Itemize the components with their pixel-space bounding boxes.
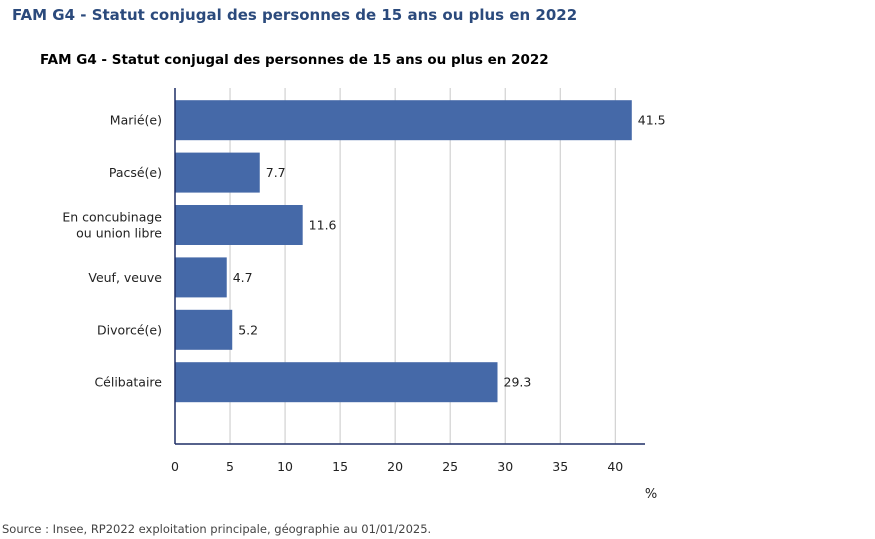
category-label: Marié(e) <box>110 113 162 128</box>
x-tick-label: 30 <box>497 459 513 474</box>
x-tick-label: 5 <box>226 459 234 474</box>
x-tick-label: 35 <box>552 459 568 474</box>
category-label: Célibataire <box>94 375 162 390</box>
bar <box>175 100 632 141</box>
category-label: En concubinage ou union libre <box>62 210 162 241</box>
data-label: 41.5 <box>638 113 666 128</box>
x-tick-label: 25 <box>442 459 458 474</box>
page-title: FAM G4 - Statut conjugal des personnes d… <box>12 6 578 24</box>
x-tick-label: 20 <box>387 459 403 474</box>
x-tick-label: 15 <box>332 459 348 474</box>
bar <box>175 257 227 298</box>
x-tick-label: 10 <box>277 459 293 474</box>
category-label: Divorcé(e) <box>97 322 162 337</box>
x-axis-label: % <box>645 487 657 502</box>
data-label: 29.3 <box>504 375 532 390</box>
bar <box>175 205 303 245</box>
x-tick-label: 40 <box>607 459 623 474</box>
bar <box>175 362 498 403</box>
x-tick-label: 0 <box>171 459 179 474</box>
category-label: Pacsé(e) <box>109 165 162 180</box>
data-label: 11.6 <box>309 218 337 233</box>
data-label: 5.2 <box>238 322 258 337</box>
data-label: 4.7 <box>233 270 253 285</box>
category-label: Veuf, veuve <box>88 270 162 285</box>
data-label: 7.7 <box>266 165 286 180</box>
bar <box>175 152 260 193</box>
chart-title: FAM G4 - Statut conjugal des personnes d… <box>40 52 549 68</box>
source-note: Source : Insee, RP2022 exploitation prin… <box>2 522 432 536</box>
bar <box>175 309 233 350</box>
